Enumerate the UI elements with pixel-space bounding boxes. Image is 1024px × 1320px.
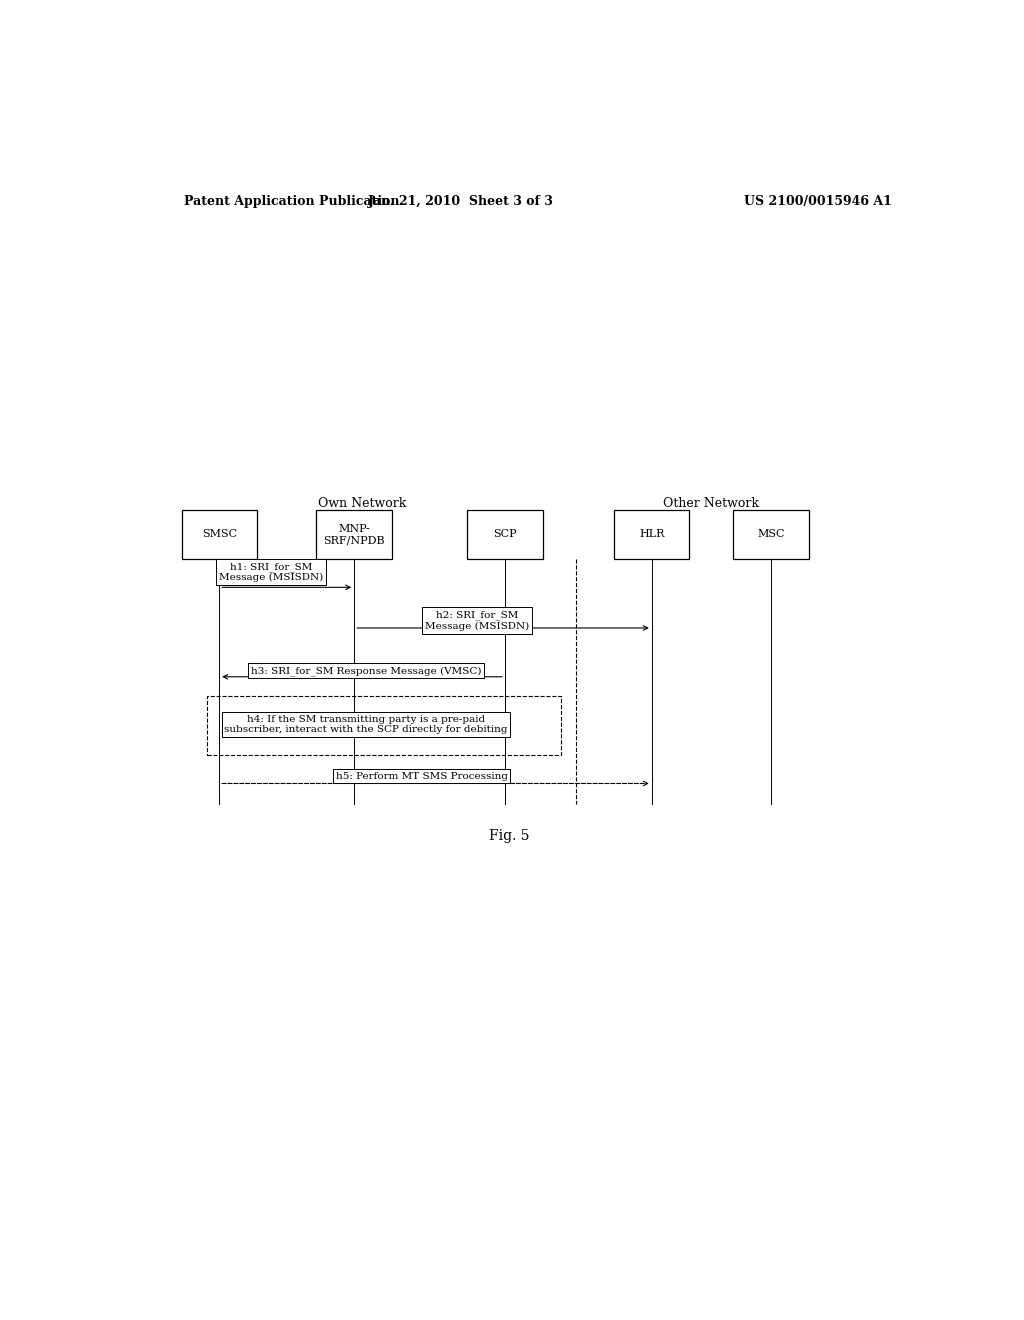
FancyBboxPatch shape xyxy=(733,510,809,558)
Text: MNP-
SRF/NPDB: MNP- SRF/NPDB xyxy=(324,524,385,545)
Text: Patent Application Publication: Patent Application Publication xyxy=(183,194,399,207)
Text: MSC: MSC xyxy=(757,529,784,540)
Text: h5: Perform MT SMS Processing: h5: Perform MT SMS Processing xyxy=(336,772,508,781)
Text: h1: SRI_for_SM
Message (MSISDN): h1: SRI_for_SM Message (MSISDN) xyxy=(219,562,323,582)
FancyBboxPatch shape xyxy=(316,510,392,558)
Text: Fig. 5: Fig. 5 xyxy=(488,829,529,843)
Text: SCP: SCP xyxy=(494,529,517,540)
Text: Own Network: Own Network xyxy=(317,498,407,511)
FancyBboxPatch shape xyxy=(181,510,257,558)
Text: Other Network: Other Network xyxy=(664,498,760,511)
Text: HLR: HLR xyxy=(639,529,665,540)
Text: h4: If the SM transmitting party is a pre-paid
subscriber, interact with the SCP: h4: If the SM transmitting party is a pr… xyxy=(224,715,508,734)
FancyBboxPatch shape xyxy=(614,510,689,558)
Text: US 2100/0015946 A1: US 2100/0015946 A1 xyxy=(744,194,892,207)
Text: Jan. 21, 2010  Sheet 3 of 3: Jan. 21, 2010 Sheet 3 of 3 xyxy=(369,194,554,207)
Text: h2: SRI_for_SM
Message (MSISDN): h2: SRI_for_SM Message (MSISDN) xyxy=(425,611,529,631)
Text: h3: SRI_for_SM Response Message (VMSC): h3: SRI_for_SM Response Message (VMSC) xyxy=(251,665,481,676)
FancyBboxPatch shape xyxy=(467,510,543,558)
Text: SMSC: SMSC xyxy=(202,529,237,540)
